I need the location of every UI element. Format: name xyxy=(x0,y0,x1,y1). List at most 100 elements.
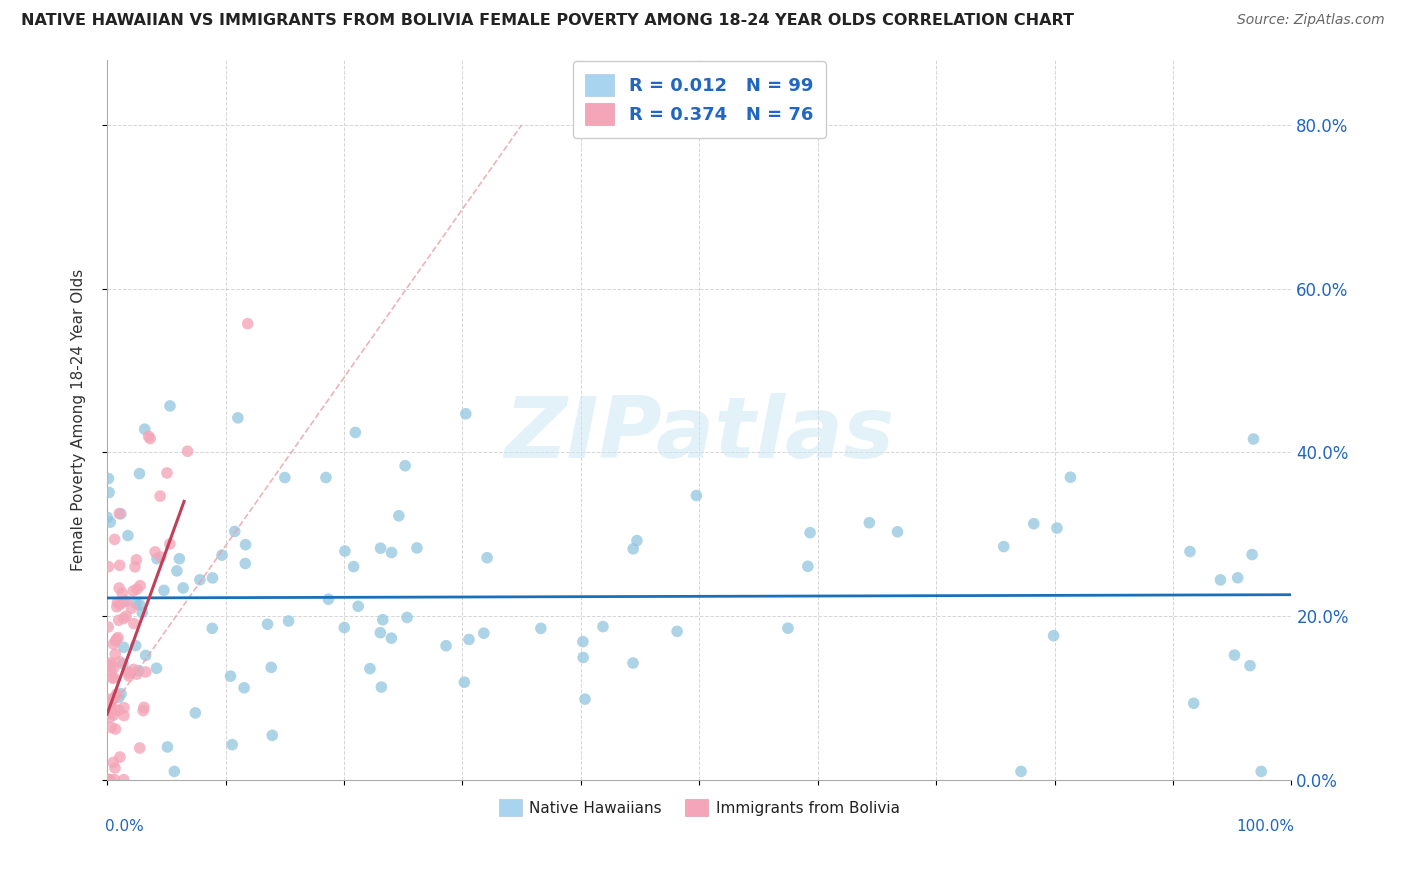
Text: NATIVE HAWAIIAN VS IMMIGRANTS FROM BOLIVIA FEMALE POVERTY AMONG 18-24 YEAR OLDS : NATIVE HAWAIIAN VS IMMIGRANTS FROM BOLIV… xyxy=(21,13,1074,29)
Point xyxy=(97,471,120,485)
Point xyxy=(201,571,224,585)
Point xyxy=(108,750,131,764)
Point xyxy=(149,549,172,564)
Point xyxy=(97,772,120,787)
Point xyxy=(110,507,132,521)
Point xyxy=(333,544,356,558)
Point xyxy=(344,425,367,440)
Point xyxy=(380,545,402,559)
Point xyxy=(103,708,125,723)
Point xyxy=(117,528,139,542)
Point xyxy=(406,541,429,555)
Point xyxy=(139,432,162,446)
Point xyxy=(153,583,176,598)
Point xyxy=(221,738,243,752)
Point xyxy=(1226,571,1249,585)
Point xyxy=(146,551,169,566)
Point xyxy=(122,662,145,676)
Point xyxy=(100,721,122,735)
Legend: Native Hawaiians, Immigrants from Bolivia: Native Hawaiians, Immigrants from Bolivi… xyxy=(494,792,905,822)
Point xyxy=(145,661,167,675)
Text: Source: ZipAtlas.com: Source: ZipAtlas.com xyxy=(1237,13,1385,28)
Point xyxy=(475,550,498,565)
Point xyxy=(125,553,148,567)
Point xyxy=(233,681,256,695)
Point xyxy=(105,632,128,647)
Point xyxy=(1178,544,1201,558)
Point xyxy=(184,706,207,720)
Point xyxy=(108,598,131,612)
Point xyxy=(105,599,128,614)
Point xyxy=(886,524,908,539)
Point xyxy=(799,525,821,540)
Point xyxy=(97,659,120,673)
Point xyxy=(104,647,127,661)
Point xyxy=(112,611,135,625)
Point xyxy=(159,399,181,413)
Point xyxy=(103,772,125,787)
Point xyxy=(132,700,155,714)
Point xyxy=(666,624,689,639)
Point xyxy=(347,599,370,614)
Point xyxy=(572,650,595,665)
Point xyxy=(129,578,152,592)
Point xyxy=(108,507,131,521)
Point xyxy=(134,422,156,436)
Point xyxy=(572,634,595,648)
Point xyxy=(107,690,129,705)
Point xyxy=(574,692,596,706)
Point xyxy=(388,508,411,523)
Point xyxy=(135,665,157,679)
Point xyxy=(121,601,143,615)
Point xyxy=(394,458,416,473)
Point xyxy=(211,548,233,562)
Point xyxy=(112,595,135,609)
Point xyxy=(1250,764,1272,779)
Point xyxy=(98,772,121,787)
Point xyxy=(1209,573,1232,587)
Point xyxy=(380,631,402,645)
Point xyxy=(125,582,148,596)
Point xyxy=(143,545,166,559)
Point xyxy=(776,621,799,635)
Point xyxy=(122,616,145,631)
Point xyxy=(201,621,224,635)
Point xyxy=(169,551,191,566)
Point xyxy=(108,655,131,669)
Point xyxy=(107,595,129,609)
Point xyxy=(233,557,256,571)
Point xyxy=(107,631,129,645)
Point xyxy=(100,663,122,677)
Point xyxy=(1010,764,1032,779)
Point xyxy=(172,581,194,595)
Point xyxy=(98,772,121,787)
Point xyxy=(1046,521,1069,535)
Point xyxy=(343,559,366,574)
Point xyxy=(103,533,125,547)
Point xyxy=(124,639,146,653)
Point xyxy=(110,687,132,701)
Point xyxy=(103,637,125,651)
Point xyxy=(96,510,118,524)
Point xyxy=(124,560,146,574)
Point xyxy=(105,687,128,701)
Point xyxy=(104,633,127,648)
Point xyxy=(100,657,122,672)
Point xyxy=(1059,470,1081,484)
Point xyxy=(226,410,249,425)
Point xyxy=(103,756,125,770)
Point xyxy=(98,706,121,721)
Point xyxy=(370,680,392,694)
Point xyxy=(371,613,394,627)
Point xyxy=(1223,648,1246,662)
Point xyxy=(131,606,153,620)
Point xyxy=(236,317,259,331)
Point xyxy=(128,741,150,756)
Point xyxy=(1239,658,1261,673)
Point xyxy=(101,692,124,706)
Point xyxy=(260,660,283,674)
Y-axis label: Female Poverty Among 18-24 Year Olds: Female Poverty Among 18-24 Year Olds xyxy=(72,268,86,571)
Point xyxy=(128,467,150,481)
Point xyxy=(621,541,644,556)
Point xyxy=(1243,432,1265,446)
